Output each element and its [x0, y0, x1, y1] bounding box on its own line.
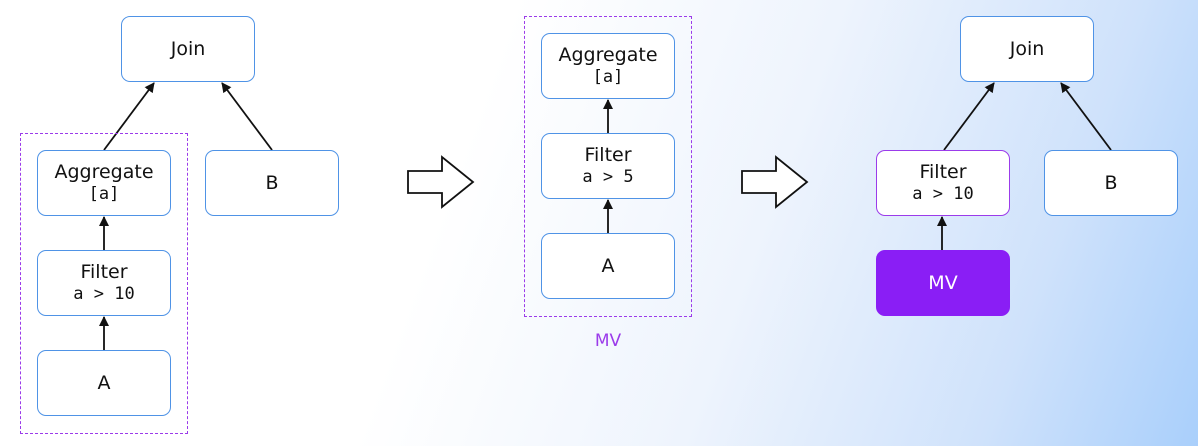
edge-left-b-to-join: [221, 82, 273, 151]
right-filter-node: Filter a > 10: [876, 150, 1010, 216]
middle-mv-group-box: [524, 16, 692, 317]
right-mv-label: MV: [928, 272, 958, 294]
right-join-node: Join: [960, 16, 1094, 82]
left-a-node: A: [37, 350, 171, 416]
right-b-label: B: [1104, 172, 1118, 194]
middle-aggregate-title: Aggregate: [558, 44, 658, 66]
left-join-node: Join: [121, 16, 255, 82]
transform-arrow-2: [741, 155, 809, 209]
middle-a-node: A: [541, 233, 675, 299]
middle-mv-label: MV: [594, 331, 622, 351]
middle-filter-node: Filter a > 5: [541, 133, 675, 199]
right-b-node: B: [1044, 150, 1178, 216]
middle-aggregate-node: Aggregate [a]: [541, 33, 675, 99]
left-b-node: B: [205, 150, 339, 216]
left-mv-group-box: [20, 133, 188, 434]
left-join-label: Join: [170, 38, 206, 60]
middle-a-label: A: [601, 255, 615, 277]
right-join-label: Join: [1009, 38, 1045, 60]
left-aggregate-columns: [a]: [88, 184, 120, 204]
transform-arrow-1: [407, 155, 475, 209]
left-aggregate-node: Aggregate [a]: [37, 150, 171, 216]
right-filter-title: Filter: [919, 161, 967, 183]
left-b-label: B: [265, 172, 279, 194]
middle-filter-title: Filter: [584, 144, 632, 166]
left-filter-condition: a > 10: [73, 284, 135, 304]
middle-aggregate-columns: [a]: [592, 67, 624, 87]
left-filter-node: Filter a > 10: [37, 250, 171, 316]
left-a-label: A: [97, 372, 111, 394]
right-mv-node: MV: [876, 250, 1010, 316]
middle-filter-condition: a > 5: [582, 167, 634, 187]
left-aggregate-title: Aggregate: [54, 161, 154, 183]
edge-right-filter-to-join: [943, 82, 995, 151]
right-filter-condition: a > 10: [912, 184, 974, 204]
left-filter-title: Filter: [80, 261, 128, 283]
edge-right-b-to-join: [1060, 82, 1112, 151]
